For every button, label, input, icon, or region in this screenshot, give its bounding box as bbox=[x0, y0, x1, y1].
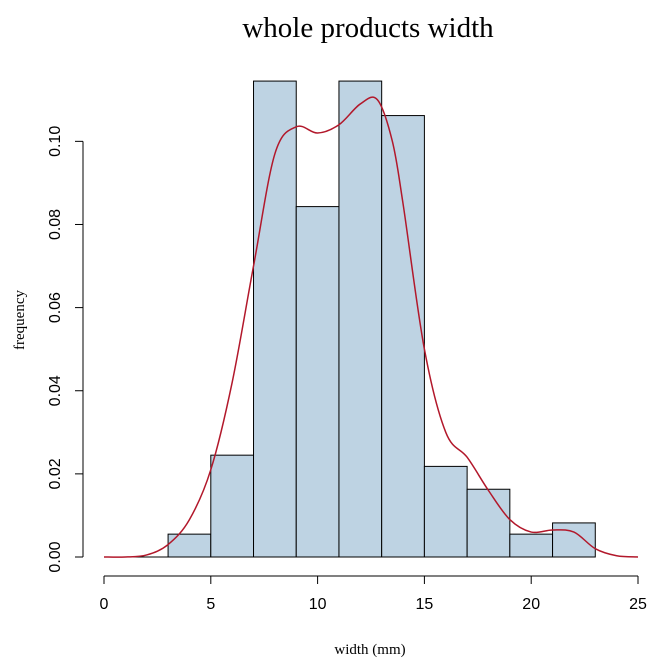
y-tick-label: 0.08 bbox=[47, 209, 64, 240]
histogram-bar bbox=[295, 206, 340, 558]
histogram-bar bbox=[423, 465, 468, 558]
chart-title: whole products width bbox=[242, 12, 494, 44]
histogram-bar bbox=[210, 454, 255, 558]
histogram-bar bbox=[509, 533, 554, 558]
x-tick-label: 10 bbox=[309, 596, 327, 613]
histogram-bar bbox=[338, 80, 383, 558]
histogram-bar bbox=[552, 522, 596, 558]
density-curve bbox=[103, 96, 639, 558]
y-tick-label: 0.06 bbox=[47, 292, 64, 323]
y-tick-label: 0.00 bbox=[47, 541, 64, 572]
x-tick-label: 25 bbox=[629, 596, 647, 613]
x-tick-label: 5 bbox=[206, 596, 215, 613]
histogram-bar bbox=[381, 115, 425, 558]
x-tick-label: 20 bbox=[522, 596, 540, 613]
x-tick-label: 15 bbox=[416, 596, 434, 613]
x-axis-label: width (mm) bbox=[334, 642, 405, 658]
y-tick-label: 0.10 bbox=[47, 126, 64, 157]
density-curve-layer bbox=[103, 96, 639, 558]
x-axis: 0 5 10 15 20 25 bbox=[100, 575, 647, 613]
y-tick-label: 0.02 bbox=[47, 458, 64, 489]
y-tick-label: 0.04 bbox=[47, 375, 64, 406]
y-axis: 0.00 0.02 0.04 0.06 0.08 0.10 bbox=[47, 126, 84, 573]
histogram-bar bbox=[167, 533, 212, 558]
x-tick-label: 0 bbox=[100, 596, 109, 613]
histogram-bar bbox=[253, 80, 297, 558]
histogram-bar bbox=[466, 488, 511, 558]
bars-layer bbox=[104, 80, 596, 558]
y-axis-label: frequency bbox=[12, 290, 28, 350]
